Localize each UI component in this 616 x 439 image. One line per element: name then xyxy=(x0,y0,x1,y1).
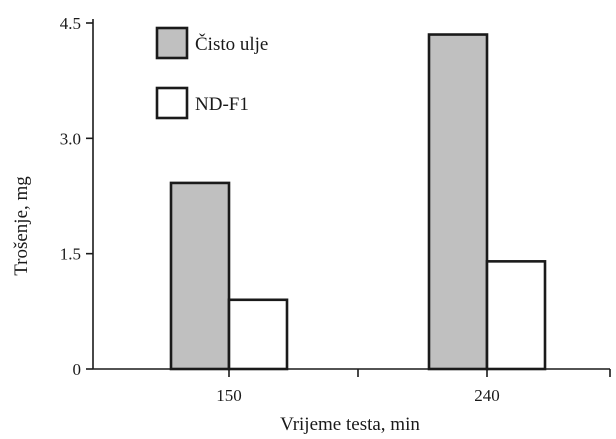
x-tick-label: 240 xyxy=(474,386,500,405)
y-tick-label: 3.0 xyxy=(60,129,81,148)
legend-label: Čisto ulje xyxy=(195,33,268,55)
bar-nd-f1-240 xyxy=(485,260,547,371)
legend: Čisto ulje ND-F1 xyxy=(155,26,268,120)
legend-label: ND-F1 xyxy=(195,94,249,115)
y-tick-label: 1.5 xyxy=(60,245,81,264)
bar-nd-f1-150 xyxy=(227,298,289,371)
y-tick-label: 0 xyxy=(73,360,82,379)
bars xyxy=(169,33,547,371)
legend-swatch xyxy=(155,86,189,120)
x-tick-label: 150 xyxy=(216,386,242,405)
y-axis: 0 1.5 3.0 4.5 xyxy=(60,14,94,379)
y-tick-label: 4.5 xyxy=(60,14,81,33)
y-axis-title: Trošenje, mg xyxy=(11,176,32,276)
bar-cisto-ulje-240 xyxy=(427,33,489,371)
bar-cisto-ulje-150 xyxy=(169,181,231,371)
legend-swatch xyxy=(155,26,189,60)
x-axis: 150 240 xyxy=(93,368,611,405)
x-axis-title: Vrijeme testa, min xyxy=(280,414,420,435)
